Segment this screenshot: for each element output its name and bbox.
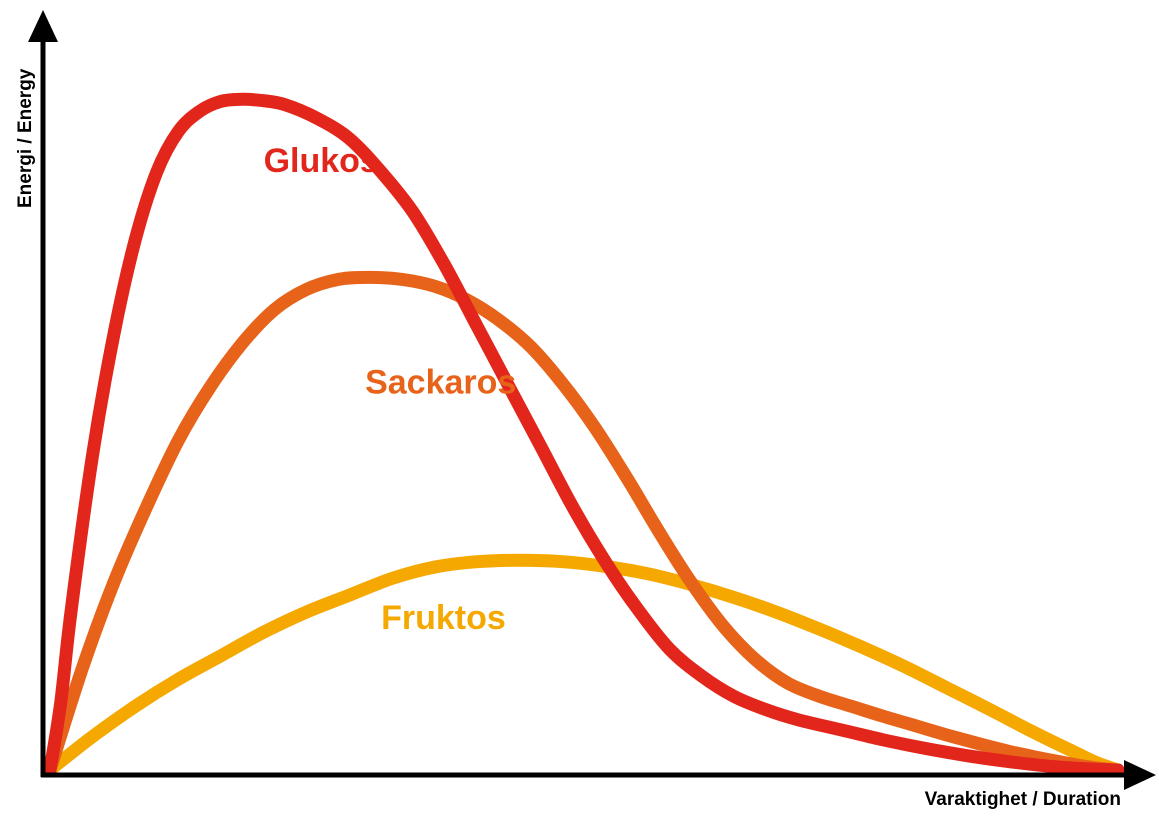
- y-axis-label: Energi / Energy: [15, 68, 36, 208]
- x-axis-arrowhead: [1124, 760, 1156, 790]
- curves-group: [43, 92, 1125, 777]
- series-labels-group: Glukos Sackaros Fruktos: [264, 142, 517, 637]
- y-axis-arrowhead: [28, 10, 58, 42]
- series-label-sackaros: Sackaros: [365, 364, 516, 402]
- series-label-fruktos: Fruktos: [381, 599, 506, 637]
- x-axis-label: Varaktighet / Duration: [925, 789, 1121, 810]
- series-label-glukos: Glukos: [264, 142, 379, 180]
- series-line-glukos: [43, 92, 1125, 777]
- series-line-sackaros: [43, 270, 1125, 777]
